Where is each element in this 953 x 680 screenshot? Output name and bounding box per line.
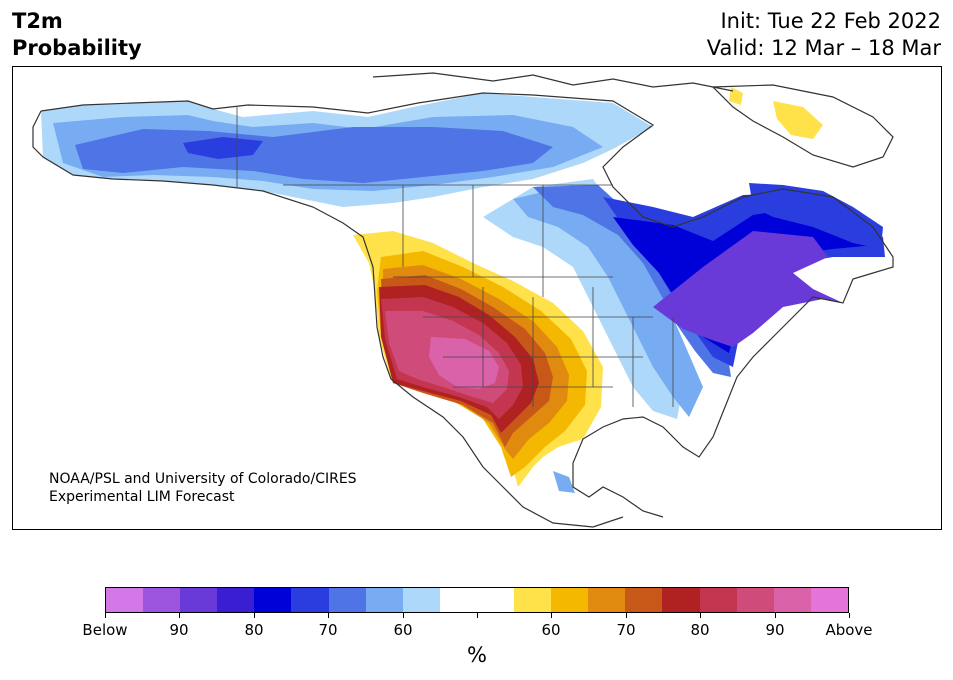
valid-date-range: Valid: 12 Mar – 18 Mar bbox=[706, 36, 941, 60]
colorbar-tick bbox=[700, 613, 701, 618]
cold-region-east-blue bbox=[513, 185, 703, 417]
map-panel bbox=[12, 66, 942, 530]
colorbar-tick bbox=[551, 613, 552, 618]
colorbar-swatch bbox=[625, 588, 663, 612]
colorbar-swatch bbox=[476, 588, 515, 612]
colorbar-swatch bbox=[180, 588, 218, 612]
colorbar-swatch bbox=[514, 588, 552, 612]
colorbar-swatch bbox=[551, 588, 589, 612]
colorbar-units: % bbox=[467, 643, 487, 667]
cold-region-alaska-core bbox=[75, 127, 553, 183]
colorbar-swatch bbox=[291, 588, 329, 612]
colorbar-tick bbox=[328, 613, 329, 618]
colorbar-swatch bbox=[810, 588, 848, 612]
colorbar-tick-label: 70 bbox=[318, 621, 338, 639]
colorbar-tick bbox=[105, 613, 106, 618]
colorbar-swatch bbox=[328, 588, 366, 612]
init-date: Init: Tue 22 Feb 2022 bbox=[720, 9, 941, 33]
coastlines bbox=[32, 72, 894, 528]
colorbar-swatch bbox=[662, 588, 700, 612]
cold-region-mexico-small bbox=[553, 471, 575, 493]
colorbar-swatch bbox=[402, 588, 440, 612]
colorbar-tick bbox=[775, 613, 776, 618]
colorbar-swatch bbox=[773, 588, 811, 612]
title-block: T2m Probability bbox=[12, 8, 142, 62]
colorbar bbox=[105, 587, 849, 613]
colorbar-tick bbox=[403, 613, 404, 618]
colorbar-tick bbox=[477, 613, 478, 618]
colorbar-tick bbox=[179, 613, 180, 618]
colorbar-tick-label: 90 bbox=[169, 621, 189, 639]
colorbar-tick-label: Above bbox=[825, 621, 873, 639]
title-line-probability: Probability bbox=[12, 36, 142, 60]
cold-region-labrador bbox=[749, 183, 883, 249]
colorbar-swatch bbox=[217, 588, 255, 612]
colorbar-swatch bbox=[699, 588, 737, 612]
colorbar-tick-label: 80 bbox=[244, 621, 264, 639]
colorbar-swatch bbox=[365, 588, 403, 612]
colorbar-swatch bbox=[106, 588, 144, 612]
colorbar-swatch bbox=[736, 588, 774, 612]
attribution-line-1: NOAA/PSL and University of Colorado/CIRE… bbox=[49, 471, 357, 487]
attribution: NOAA/PSL and University of Colorado/CIRE… bbox=[49, 470, 357, 506]
colorbar-tick-label: Below bbox=[82, 621, 128, 639]
date-block: Init: Tue 22 Feb 2022 Valid: 12 Mar – 18… bbox=[707, 8, 941, 62]
colorbar-tick bbox=[626, 613, 627, 618]
cold-region-alaska-deep bbox=[183, 137, 263, 159]
colorbar-tick bbox=[849, 613, 850, 618]
colorbar-tick-label: 80 bbox=[690, 621, 710, 639]
warm-region-north-greenland-patch bbox=[773, 101, 823, 139]
title-line-variable: T2m bbox=[12, 9, 63, 33]
attribution-line-2: Experimental LIM Forecast bbox=[49, 489, 235, 505]
colorbar-tick-label: 70 bbox=[616, 621, 636, 639]
probability-map bbox=[32, 72, 894, 528]
colorbar-swatch bbox=[439, 588, 477, 612]
colorbar-swatch bbox=[588, 588, 626, 612]
colorbar-tick-label: 60 bbox=[393, 621, 413, 639]
colorbar-tick-label: 90 bbox=[765, 621, 785, 639]
warm-region-greenland-small bbox=[729, 87, 743, 105]
political-borders bbox=[236, 107, 674, 407]
colorbar-tick bbox=[254, 613, 255, 618]
colorbar-swatch bbox=[143, 588, 181, 612]
cold-region-northeast-purple bbox=[653, 231, 843, 347]
cold-region-east-mid bbox=[533, 185, 731, 377]
warm-region-magenta-core bbox=[429, 337, 499, 389]
colorbar-tick-label: 60 bbox=[541, 621, 561, 639]
colorbar-swatch bbox=[254, 588, 292, 612]
